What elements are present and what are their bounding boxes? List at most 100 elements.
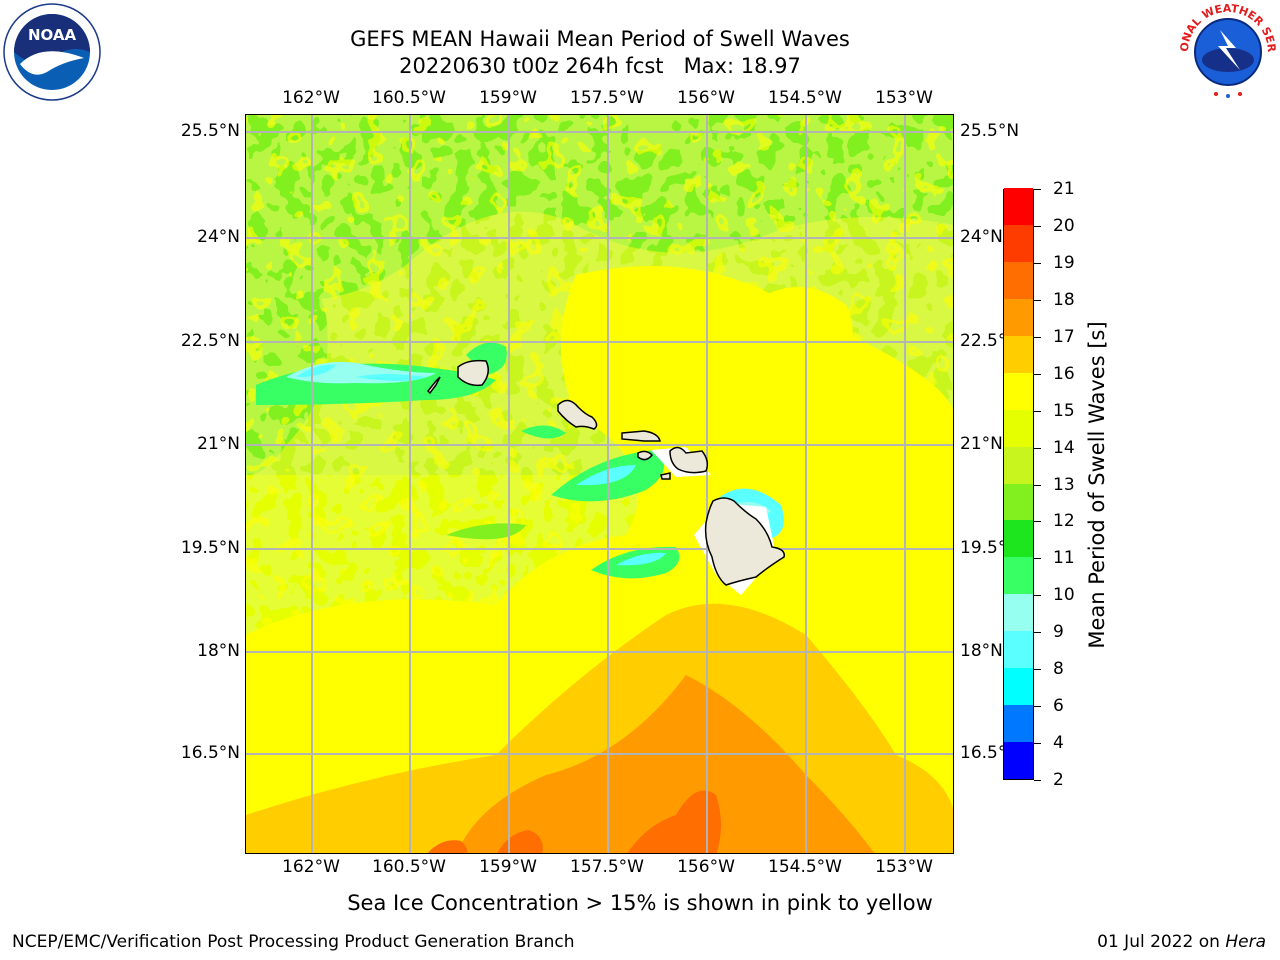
- island-maui: [669, 446, 709, 474]
- colorbar-title: Mean Period of Swell Waves [s]: [1085, 321, 1109, 649]
- colorbar-tick-label: 12: [1053, 511, 1075, 532]
- colorbar-segment: [1004, 667, 1033, 706]
- island-kahoolawe: [660, 472, 671, 480]
- hawaiian-islands: [426, 359, 785, 586]
- colorbar-segment: [1004, 519, 1033, 558]
- lon-tick-bottom: 153°W: [875, 857, 933, 877]
- colorbar-tick-mark: [1034, 373, 1041, 375]
- field-18-19: [627, 790, 721, 853]
- colorbar-tick-mark: [1034, 189, 1041, 190]
- colorbar-tick-label: 13: [1053, 474, 1075, 495]
- lon-tick-bottom: 154.5°W: [768, 857, 842, 877]
- colorbar-segment: [1004, 593, 1033, 632]
- colorbar-tick-label: 6: [1053, 696, 1064, 717]
- colorbar-tick-label: 10: [1053, 585, 1075, 606]
- lon-tick-top: 157.5°W: [570, 88, 644, 108]
- island-molokai: [621, 430, 661, 442]
- colorbar-tick-label: 17: [1053, 326, 1075, 347]
- lat-tick-left: 22.5°N: [180, 331, 240, 351]
- chart-subtitle: 20220630 t00z 264h fcst Max: 18.97: [399, 54, 801, 78]
- field-17-18: [456, 675, 875, 853]
- lon-tick-top: 156°W: [677, 88, 735, 108]
- lat-tick-right: 18°N: [960, 641, 1003, 661]
- colorbar-tick-mark: [1034, 595, 1041, 597]
- colorbar-tick-mark: [1034, 447, 1041, 449]
- lon-tick-top: 162°W: [282, 88, 340, 108]
- colorbar-segment: [1004, 741, 1033, 779]
- lon-tick-bottom: 159°W: [479, 857, 537, 877]
- lon-tick-top: 159°W: [479, 88, 537, 108]
- map-plot-area: [245, 114, 954, 854]
- colorbar-tick-mark: [1034, 706, 1041, 708]
- sea-ice-note: Sea Ice Concentration > 15% is shown in …: [347, 891, 933, 915]
- colorbar-tick-mark: [1034, 558, 1041, 560]
- map-gridlines: [246, 115, 953, 853]
- lon-tick-top: 154.5°W: [768, 88, 842, 108]
- colorbar-tick-label: 16: [1053, 363, 1075, 384]
- colorbar-tick-label: 9: [1053, 622, 1064, 643]
- lon-tick-bottom: 156°W: [677, 857, 735, 877]
- nws-logo: NATIONAL WEATHER SERVICE: [1173, 0, 1278, 102]
- footer-date: 01 Jul 2022 on: [1097, 932, 1226, 952]
- noaa-logo: NOAA: [2, 2, 102, 102]
- lat-tick-left: 19.5°N: [180, 538, 240, 558]
- colorbar-segment: [1004, 187, 1033, 225]
- colorbar-segment: [1004, 261, 1033, 299]
- lat-tick-left: 18°N: [197, 641, 240, 661]
- colorbar-tick-mark: [1034, 632, 1041, 634]
- colorbar-segment: [1004, 704, 1033, 743]
- colorbar-tick-label: 2: [1053, 770, 1064, 790]
- lat-tick-left: 24°N: [197, 227, 240, 247]
- lat-tick-right: 25.5°N: [960, 121, 1020, 141]
- footer-date-host: 01 Jul 2022 on Hera: [1097, 932, 1266, 952]
- lon-tick-top: 153°W: [875, 88, 933, 108]
- colorbar-tick-mark: [1034, 262, 1041, 264]
- lat-tick-left: 25.5°N: [180, 121, 240, 141]
- shadow-oahu: [521, 425, 566, 439]
- lat-tick-left: 21°N: [197, 434, 240, 454]
- colorbar-tick-mark: [1034, 743, 1041, 745]
- lon-tick-bottom: 162°W: [282, 857, 340, 877]
- colorbar-tick-mark: [1034, 780, 1041, 781]
- colorbar-segment: [1004, 372, 1033, 410]
- colorbar-segment: [1004, 409, 1033, 447]
- island-hawaii: [704, 497, 785, 586]
- colorbar-segment: [1004, 224, 1033, 262]
- colorbar-tick-label: 8: [1053, 659, 1064, 680]
- island-niihau: [426, 376, 441, 395]
- colorbar-tick-label: 14: [1053, 437, 1075, 458]
- colorbar: [1003, 187, 1034, 780]
- colorbar-tick-mark: [1034, 225, 1041, 227]
- footer-branch: NCEP/EMC/Verification Post Processing Pr…: [12, 932, 575, 952]
- colorbar-tick-mark: [1034, 336, 1041, 338]
- colorbar-segment: [1004, 446, 1033, 484]
- lon-tick-top: 160.5°W: [372, 88, 446, 108]
- svg-text:NOAA: NOAA: [28, 26, 77, 44]
- colorbar-tick-mark: [1034, 521, 1041, 523]
- island-lanai: [637, 450, 653, 461]
- colorbar-tick-label: 18: [1053, 289, 1075, 310]
- lat-tick-right: 21°N: [960, 434, 1003, 454]
- colorbar-segment: [1004, 630, 1033, 669]
- island-oahu: [557, 399, 598, 430]
- lat-tick-right: 24°N: [960, 227, 1003, 247]
- colorbar-tick-label: 21: [1053, 179, 1075, 199]
- colorbar-tick-mark: [1034, 484, 1041, 486]
- colorbar-tick-label: 11: [1053, 548, 1075, 569]
- colorbar-tick-label: 15: [1053, 400, 1075, 421]
- colorbar-tick-mark: [1034, 410, 1041, 412]
- lat-tick-left: 16.5°N: [180, 743, 240, 763]
- colorbar-segment: [1004, 483, 1033, 521]
- colorbar-segment: [1004, 335, 1033, 373]
- footer-host: Hera: [1225, 932, 1266, 952]
- colorbar-tick-label: 20: [1053, 215, 1075, 236]
- colorbar-tick-label: 4: [1053, 733, 1064, 754]
- lon-tick-bottom: 160.5°W: [372, 857, 446, 877]
- colorbar-tick-mark: [1034, 669, 1041, 671]
- chart-title: GEFS MEAN Hawaii Mean Period of Swell Wa…: [350, 27, 850, 51]
- island-kauai: [457, 359, 489, 387]
- colorbar-segment: [1004, 298, 1033, 336]
- lon-tick-bottom: 157.5°W: [570, 857, 644, 877]
- colorbar-tick-mark: [1034, 299, 1041, 301]
- colorbar-tick-label: 19: [1053, 252, 1075, 273]
